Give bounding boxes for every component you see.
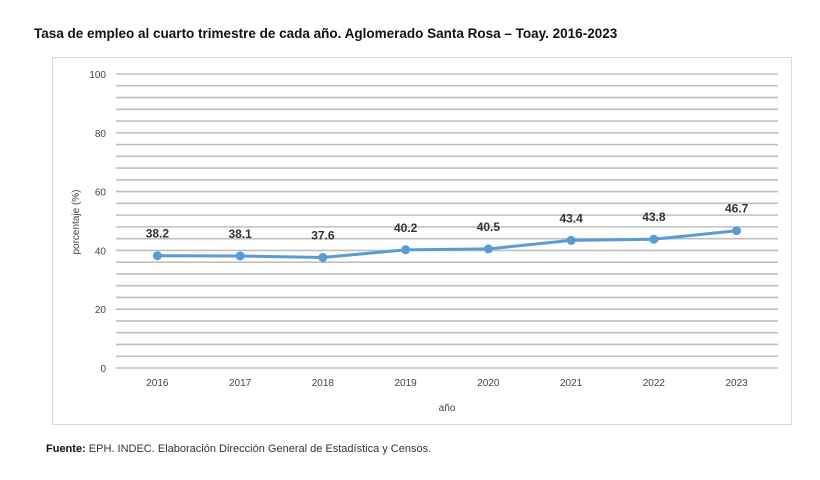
data-point [152, 251, 162, 261]
y-tick-label: 80 [95, 129, 107, 140]
data-label: 40.2 [394, 221, 418, 235]
x-axis-label: año [439, 403, 456, 414]
x-tick-label: 2019 [395, 378, 418, 389]
data-point [649, 234, 659, 244]
x-tick-label: 2017 [229, 378, 252, 389]
data-label: 38.1 [228, 227, 252, 241]
data-point [401, 245, 411, 255]
chart-title: Tasa de empleo al cuarto trimestre de ca… [34, 26, 618, 41]
data-label: 37.6 [311, 228, 335, 242]
data-point [732, 226, 742, 236]
data-label: 46.7 [725, 202, 749, 216]
data-label: 38.2 [146, 227, 170, 241]
data-point [566, 235, 576, 245]
chart-frame [52, 57, 792, 425]
x-tick-label: 2022 [643, 378, 666, 389]
x-tick-label: 2020 [477, 378, 500, 389]
data-point [318, 252, 328, 262]
data-label: 40.5 [477, 220, 501, 234]
y-tick-label: 20 [95, 305, 107, 316]
x-tick-label: 2021 [560, 378, 583, 389]
source-note: Fuente: EPH. INDEC. Elaboración Direcció… [46, 443, 431, 455]
x-tick-label: 2016 [146, 378, 169, 389]
x-tick-label: 2018 [312, 378, 335, 389]
series-line [157, 229, 737, 259]
y-tick-label: 100 [89, 70, 106, 81]
data-label: 43.4 [559, 211, 583, 225]
data-label: 43.8 [642, 210, 666, 224]
y-tick-label: 60 [95, 188, 107, 199]
y-tick-label: 40 [95, 246, 107, 257]
data-point [483, 244, 493, 254]
data-point [235, 251, 245, 261]
source-label: Fuente: [46, 443, 86, 455]
source-text: EPH. INDEC. Elaboración Dirección Genera… [85, 443, 432, 455]
y-tick-label: 0 [100, 364, 106, 375]
x-tick-label: 2023 [726, 378, 749, 389]
y-axis-label: porcentaje (%) [71, 189, 82, 254]
